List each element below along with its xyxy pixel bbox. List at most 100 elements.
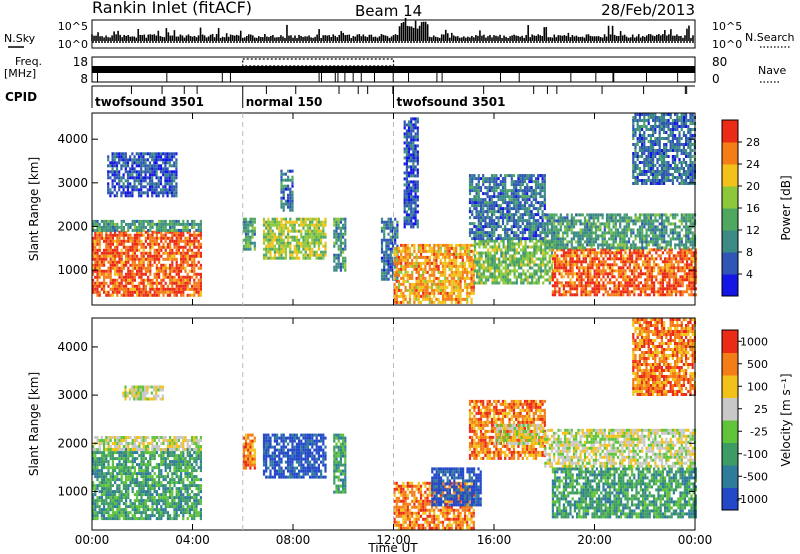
echo-cell	[508, 189, 511, 193]
echo-cell	[127, 260, 130, 264]
echo-cell	[113, 176, 116, 180]
echo-cell	[138, 228, 141, 232]
echo-cell	[602, 266, 605, 270]
echo-cell	[530, 216, 533, 220]
echo-cell	[118, 257, 121, 261]
echo-cell	[414, 198, 417, 202]
echo-cell	[315, 217, 318, 221]
echo-cell	[500, 272, 503, 276]
echo-cell	[613, 263, 616, 267]
echo-cell	[103, 263, 106, 267]
echo-cell	[675, 275, 678, 279]
echo-cell	[92, 225, 95, 229]
echo-cell	[173, 242, 176, 246]
echo-cell	[472, 285, 475, 289]
echo-cell	[339, 268, 342, 272]
echo-cell	[170, 191, 174, 195]
echo-cell	[149, 257, 152, 261]
echo-cell	[142, 281, 145, 285]
echo-cell	[122, 191, 125, 195]
echo-cell	[122, 161, 125, 165]
echo-cell	[129, 293, 132, 297]
echo-cell	[404, 243, 407, 247]
echo-cell	[430, 285, 434, 289]
echo-cell	[199, 266, 202, 270]
echo-cell	[532, 207, 535, 211]
echo-cell	[624, 260, 627, 264]
echo-cell	[414, 222, 417, 226]
echo-cell	[692, 260, 695, 264]
echo-cell	[611, 257, 614, 261]
echo-cell	[659, 293, 662, 297]
echo-cell	[304, 220, 307, 224]
echo-cell	[521, 231, 524, 235]
echo-cell	[589, 272, 592, 276]
echo-cell	[509, 245, 512, 249]
echo-cell	[125, 248, 128, 252]
echo-cell	[573, 284, 576, 288]
echo-cell	[105, 290, 108, 294]
echo-cell	[122, 228, 125, 232]
echo-cell	[446, 249, 449, 253]
echo-cell	[450, 246, 453, 250]
echo-cell	[391, 235, 395, 239]
echo-cell	[395, 252, 398, 256]
echo-cell	[385, 244, 388, 248]
echo-cell	[94, 236, 97, 240]
echo-cell	[131, 158, 134, 162]
echo-cell	[131, 167, 134, 171]
echo-cell	[400, 291, 403, 295]
echo-cell	[182, 248, 185, 252]
echo-cell	[600, 287, 603, 291]
echo-cell	[151, 233, 154, 237]
echo-cell	[466, 282, 469, 286]
echo-cell	[506, 174, 509, 178]
echo-cell	[482, 263, 485, 267]
echo-cell	[459, 264, 462, 268]
echo-cell	[405, 195, 408, 199]
echo-cell	[417, 288, 420, 292]
echo-cell	[105, 269, 108, 273]
echo-cell	[158, 266, 161, 270]
echo-cell	[273, 244, 276, 248]
echo-cell	[493, 234, 496, 238]
echo-cell	[626, 257, 629, 261]
echo-cell	[410, 123, 413, 127]
echo-cell	[153, 158, 156, 162]
echo-cell	[289, 250, 292, 254]
echo-cell	[162, 158, 165, 162]
echo-cell	[136, 293, 139, 297]
echo-cell	[389, 235, 392, 239]
echo-cell	[406, 288, 409, 292]
echo-cell	[611, 269, 614, 273]
echo-cell	[400, 282, 403, 286]
echo-cell	[477, 180, 480, 184]
echo-cell	[452, 282, 456, 286]
echo-cell	[624, 287, 627, 291]
echo-cell	[402, 264, 405, 268]
echo-cell	[412, 156, 415, 160]
echo-cell	[153, 182, 156, 186]
echo-cell	[491, 281, 494, 285]
echo-cell	[498, 272, 501, 276]
echo-cell	[406, 264, 409, 268]
echo-cell	[450, 291, 453, 295]
echo-cell	[437, 291, 440, 295]
echo-cell	[197, 248, 200, 252]
echo-cell	[131, 222, 134, 226]
echo-cell	[515, 260, 518, 264]
echo-cell	[433, 279, 436, 283]
echo-cell	[147, 263, 150, 267]
echo-cell	[681, 278, 684, 282]
echo-cell	[164, 251, 167, 255]
echo-cell	[659, 290, 662, 294]
echo-cell	[140, 219, 143, 223]
echo-cell	[406, 273, 409, 277]
echo-cell	[495, 183, 498, 187]
echo-cell	[414, 174, 417, 178]
echo-cell	[595, 251, 598, 255]
echo-cell	[162, 278, 165, 282]
echo-cell	[480, 266, 483, 270]
echo-cell	[311, 247, 314, 251]
echo-cell	[164, 263, 167, 267]
